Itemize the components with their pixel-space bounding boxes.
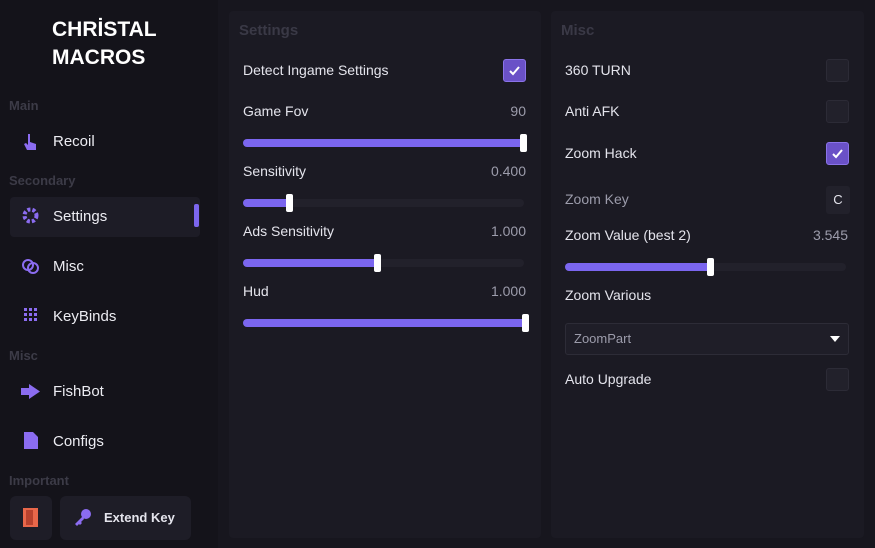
check-mark bbox=[509, 66, 520, 76]
checkbox[interactable] bbox=[826, 59, 849, 82]
keybinds-icon bbox=[24, 308, 37, 321]
slider[interactable] bbox=[565, 258, 846, 276]
section-label: Important bbox=[9, 473, 69, 488]
setting-value: 1.000 bbox=[490, 223, 526, 239]
setting-value: 0.400 bbox=[490, 163, 526, 179]
button-label: Extend Key bbox=[104, 510, 175, 525]
section-label: Main bbox=[9, 98, 39, 113]
setting-label: Zoom Key bbox=[565, 191, 629, 207]
slider-handle[interactable] bbox=[286, 194, 293, 212]
setting-label: Sensitivity bbox=[243, 163, 307, 179]
slider-handle[interactable] bbox=[374, 254, 381, 272]
checkbox[interactable] bbox=[826, 368, 849, 391]
dropdown-caret bbox=[830, 336, 840, 342]
misc-panel: Misc 360 TURN Anti AFK Zoom Hack Zoom Ke… bbox=[551, 11, 864, 538]
setting-label: Zoom Various bbox=[565, 287, 652, 303]
checkbox[interactable] bbox=[826, 142, 849, 165]
section-label: Secondary bbox=[9, 173, 76, 188]
setting-label: Zoom Value (best 2) bbox=[565, 227, 691, 243]
fishbot-icon bbox=[21, 384, 40, 399]
setting-label: Anti AFK bbox=[565, 103, 620, 119]
slider-fill bbox=[243, 199, 290, 207]
section-label: Misc bbox=[9, 348, 38, 363]
slider-fill bbox=[243, 319, 526, 327]
setting-label: Detect Ingame Settings bbox=[243, 62, 389, 78]
slider-handle[interactable] bbox=[707, 258, 714, 276]
extend-key-button[interactable]: Extend Key bbox=[60, 496, 191, 540]
dropdown[interactable]: ZoomPart bbox=[565, 323, 849, 355]
nav-item[interactable]: Recoil bbox=[53, 133, 95, 150]
active-indicator bbox=[194, 204, 199, 227]
setting-value: 90 bbox=[510, 103, 526, 119]
setting-label: 360 TURN bbox=[565, 62, 631, 78]
checkbox[interactable] bbox=[503, 59, 526, 82]
settings-panel: Settings Detect Ingame Settings Game Fov… bbox=[229, 11, 541, 538]
setting-label: Auto Upgrade bbox=[565, 371, 652, 387]
nav-item[interactable]: Settings bbox=[53, 208, 108, 225]
slider-handle[interactable] bbox=[522, 314, 529, 332]
setting-label: Hud bbox=[243, 283, 269, 299]
setting-value: 1.000 bbox=[490, 283, 526, 299]
nav-item[interactable]: KeyBinds bbox=[53, 308, 117, 325]
panel-title: Settings bbox=[239, 22, 299, 39]
check-mark bbox=[832, 149, 843, 159]
misc-icon bbox=[22, 259, 39, 274]
title-line: CHRİSTAL bbox=[52, 18, 157, 41]
key-box[interactable]: C bbox=[826, 186, 850, 214]
sidebar: CHRİSTAL MACROS Main Recoil Secondary Se… bbox=[0, 0, 218, 548]
recoil-icon bbox=[24, 134, 36, 150]
settings-icon bbox=[22, 207, 39, 224]
key-icon bbox=[75, 509, 91, 526]
nav-item[interactable]: FishBot bbox=[53, 383, 104, 400]
door-icon bbox=[23, 508, 38, 527]
setting-value: 3.545 bbox=[812, 227, 848, 243]
slider-fill bbox=[565, 263, 711, 271]
nav-item[interactable]: Configs bbox=[53, 433, 104, 450]
slider[interactable] bbox=[243, 194, 524, 212]
slider-fill bbox=[243, 139, 524, 147]
slider[interactable] bbox=[243, 254, 524, 272]
nav-item[interactable]: Misc bbox=[53, 258, 84, 275]
slider-fill bbox=[243, 259, 378, 267]
panel-title: Misc bbox=[561, 22, 595, 39]
app-title: CHRİSTAL MACROS bbox=[52, 16, 157, 72]
dropdown-value: ZoomPart bbox=[574, 331, 632, 346]
setting-label: Game Fov bbox=[243, 103, 309, 119]
slider-handle[interactable] bbox=[520, 134, 527, 152]
title-line: MACROS bbox=[52, 46, 146, 69]
exit-button[interactable] bbox=[10, 496, 52, 540]
configs-icon bbox=[24, 432, 38, 449]
checkbox[interactable] bbox=[826, 100, 849, 123]
active-item-bg bbox=[10, 197, 200, 237]
slider[interactable] bbox=[243, 134, 527, 152]
slider[interactable] bbox=[243, 314, 529, 332]
setting-label: Zoom Hack bbox=[565, 145, 637, 161]
setting-label: Ads Sensitivity bbox=[243, 223, 335, 239]
